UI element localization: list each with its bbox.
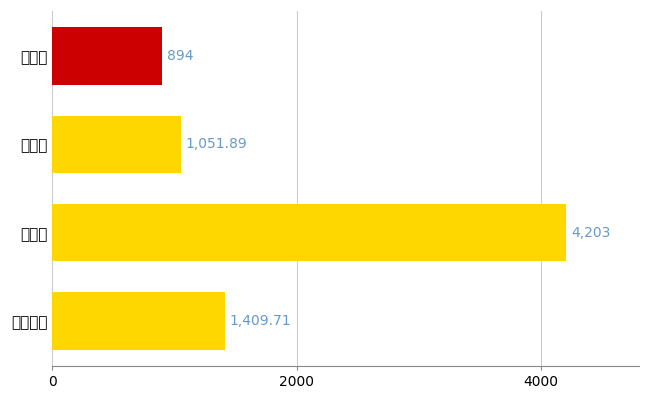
- Bar: [53, 292, 225, 350]
- Bar: [53, 27, 162, 85]
- Text: 1,409.71: 1,409.71: [229, 314, 291, 328]
- Bar: [53, 116, 181, 173]
- Text: 4,203: 4,203: [571, 226, 610, 240]
- Bar: [53, 204, 566, 261]
- Text: 894: 894: [166, 49, 193, 63]
- Text: 1,051.89: 1,051.89: [186, 137, 248, 151]
